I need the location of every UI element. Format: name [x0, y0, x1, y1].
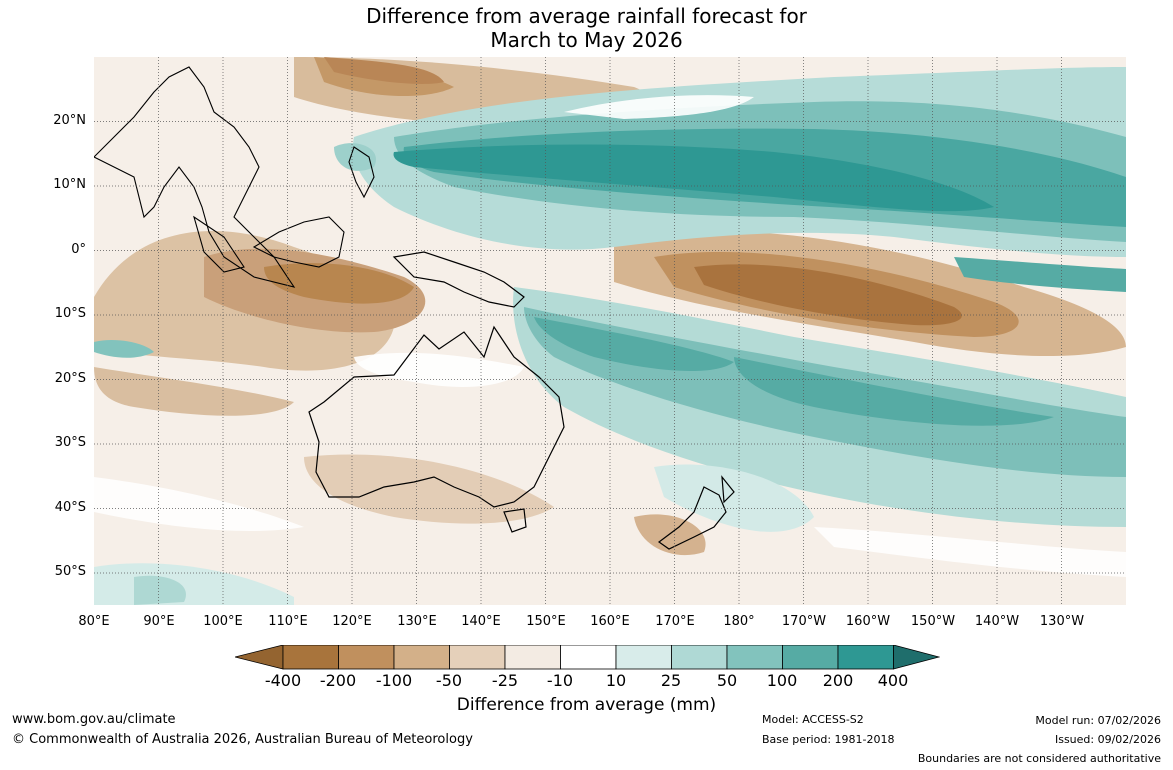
- lon-label-160w: 160°W: [845, 614, 891, 629]
- philippines-outline: [348, 146, 375, 199]
- colour-bar-bin-9: [726, 645, 783, 670]
- colour-bar-bin-10: [782, 645, 839, 670]
- legend-tick-1: -400: [264, 671, 302, 690]
- legend-tick-3: -100: [375, 671, 413, 690]
- legend-title: Difference from average (mm): [456, 695, 717, 715]
- colour-bar-low-arrow: [235, 645, 284, 670]
- legend-tick-9: 50: [716, 671, 738, 690]
- lon-label-170e: 170°E: [655, 614, 695, 629]
- rainfall-map-svg: [94, 57, 1126, 605]
- colour-bar: [235, 645, 940, 670]
- legend-tick-8: 25: [660, 671, 682, 690]
- lon-label-130e: 130°E: [397, 614, 437, 629]
- colour-bar-bin-6: [560, 645, 617, 670]
- lat-label-10s: 10°S: [54, 306, 86, 321]
- model-name: Model: ACCESS-S2: [762, 713, 864, 726]
- colour-bar-bin-8: [671, 645, 728, 670]
- tasmania-outline: [503, 508, 527, 533]
- colour-bar-bin-7: [615, 645, 672, 670]
- lon-label-140e: 140°E: [461, 614, 501, 629]
- asia-coastline: [94, 66, 296, 288]
- graticule: [94, 57, 1126, 605]
- lon-label-100e: 100°E: [203, 614, 243, 629]
- rainfall-map: [94, 57, 1126, 605]
- lon-label-150e: 150°E: [526, 614, 566, 629]
- copyright-text: © Commonwealth of Australia 2026, Austra…: [12, 732, 473, 747]
- colour-bar-high-arrow: [893, 645, 940, 670]
- colour-bar-bin-11: [837, 645, 894, 670]
- lon-label-180: 180°: [723, 614, 755, 629]
- legend-tick-7: 10: [605, 671, 627, 690]
- lon-label-120e: 120°E: [332, 614, 372, 629]
- title-line-1: Difference from average rainfall forecas…: [366, 4, 807, 28]
- legend-tick-6: -10: [546, 671, 574, 690]
- legend-tick-2: -200: [319, 671, 357, 690]
- dry-anomaly-regions: [94, 57, 1126, 556]
- colour-bar-bin-5: [504, 645, 561, 670]
- lon-label-150w: 150°W: [910, 614, 956, 629]
- lon-label-80e: 80°E: [78, 614, 110, 629]
- lon-label-90e: 90°E: [143, 614, 175, 629]
- near-normal-regions: [94, 95, 1126, 577]
- lon-label-170w: 170°W: [781, 614, 827, 629]
- colour-bar-bin-1: [282, 645, 339, 670]
- lon-label-160e: 160°E: [590, 614, 630, 629]
- lat-label-40s: 40°S: [54, 500, 86, 515]
- lat-label-30s: 30°S: [54, 435, 86, 450]
- colour-bar-bin-3: [393, 645, 450, 670]
- lat-label-20n: 20°N: [53, 113, 86, 128]
- legend-tick-12: 400: [877, 671, 909, 690]
- new-zealand-outline: [657, 475, 735, 550]
- lon-label-110e: 110°E: [268, 614, 308, 629]
- lat-label-0: 0°: [71, 242, 86, 257]
- colour-bar-bin-4: [449, 645, 506, 670]
- lat-label-20s: 20°S: [54, 371, 86, 386]
- lat-label-10n: 10°N: [53, 177, 86, 192]
- legend-tick-10: 100: [766, 671, 798, 690]
- colour-bar-bin-2: [338, 645, 395, 670]
- borneo-sumatra-outline: [193, 215, 345, 273]
- title-line-2: March to May 2026: [490, 28, 683, 52]
- website-link[interactable]: www.bom.gov.au/climate: [12, 712, 176, 727]
- lon-label-130w: 130°W: [1039, 614, 1085, 629]
- australia-outline: [308, 325, 565, 508]
- boundaries-disclaimer: Boundaries are not considered authoritat…: [917, 752, 1161, 765]
- base-period: Base period: 1981-2018: [762, 733, 895, 746]
- legend-tick-11: 200: [822, 671, 854, 690]
- lat-label-50s: 50°S: [54, 564, 86, 579]
- new-guinea-outline: [392, 251, 525, 308]
- model-run-date: Model run: 07/02/2026: [1035, 714, 1161, 727]
- legend-tick-4: -50: [435, 671, 463, 690]
- map-title: Difference from average rainfall forecas…: [0, 4, 1173, 52]
- legend-tick-5: -25: [491, 671, 519, 690]
- lon-label-140w: 140°W: [974, 614, 1020, 629]
- issued-date: Issued: 09/02/2026: [1054, 733, 1161, 746]
